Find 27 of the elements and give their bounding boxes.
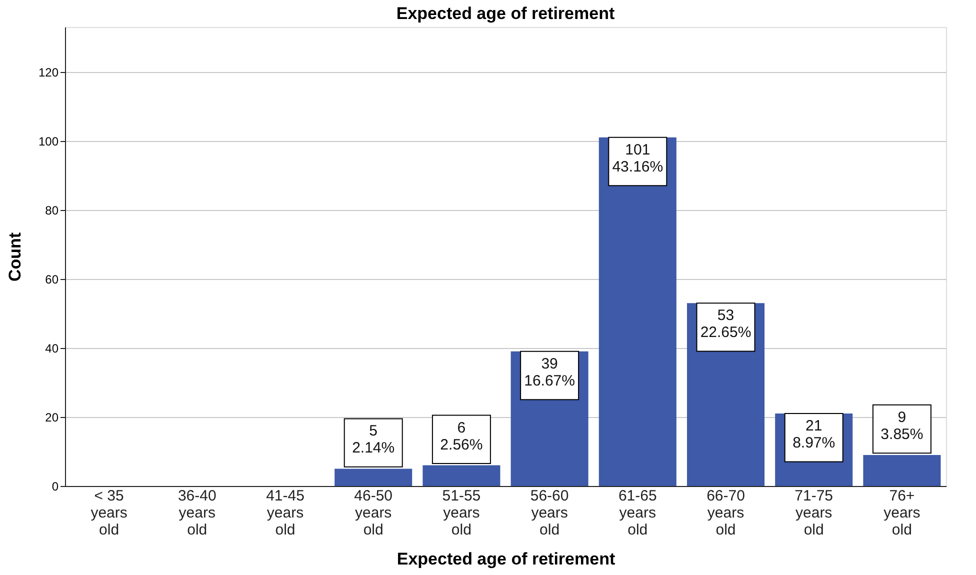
x-tick-label: 66-70 years old — [706, 488, 745, 538]
x-tick-label: 76+ years old — [884, 488, 920, 538]
y-tick-label: 40 — [45, 341, 59, 356]
y-axis-title: Count — [5, 232, 24, 282]
data-label: 6 2.56% — [440, 419, 483, 454]
x-tick-label: 71-75 years old — [794, 488, 834, 538]
data-label: 21 8.97% — [792, 418, 836, 452]
y-tick-label: 120 — [38, 65, 59, 80]
x-tick-label: 41-45 years old — [266, 488, 304, 538]
data-label: 53 22.65% — [700, 307, 752, 342]
x-tick-label: 51-55 years old — [442, 488, 481, 538]
y-tick-label: 80 — [45, 203, 59, 218]
x-tick-label: 36-40 years old — [178, 488, 216, 538]
chart-title: Expected age of retirement — [396, 4, 615, 23]
data-label: 9 3.85% — [880, 408, 924, 443]
data-label: 39 16.67% — [524, 355, 575, 390]
x-tick-label: 56-60 years old — [530, 488, 569, 538]
x-tick-label: < 35 years old — [90, 488, 128, 538]
y-tick-label: 0 — [52, 480, 59, 494]
y-tick-label: 100 — [38, 134, 59, 148]
data-label: 101 43.16% — [612, 141, 664, 176]
data-label: 5 2.14% — [352, 422, 395, 457]
y-tick-label: 20 — [45, 410, 59, 424]
x-tick-label: 61-65 years old — [618, 488, 657, 538]
y-tick-label: 60 — [45, 272, 59, 286]
x-tick-label: 46-50 years old — [354, 488, 393, 538]
x-axis-title: Expected age of retirement — [396, 550, 616, 568]
